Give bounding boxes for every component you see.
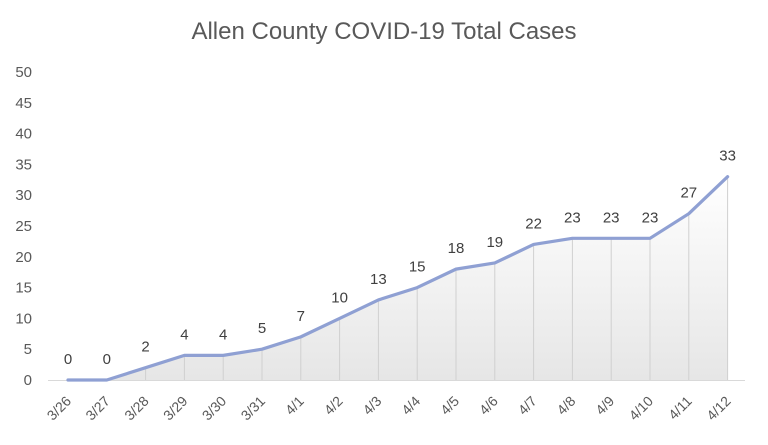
x-tick-label-3-30: 3/30 [199, 393, 230, 424]
x-tick-label-3-27: 3/27 [82, 393, 113, 424]
x-tick-label-4-4: 4/4 [398, 393, 423, 418]
data-label-4-7: 22 [525, 215, 542, 232]
x-tick-label-4-1: 4/1 [282, 393, 307, 418]
y-tick-label-25: 25 [15, 218, 32, 235]
x-tick-label-3-28: 3/28 [121, 393, 152, 424]
x-tick-label-4-5: 4/5 [437, 393, 462, 418]
x-tick-label-4-11: 4/11 [665, 393, 695, 423]
data-label-4-4: 15 [409, 259, 426, 276]
data-label-3-26: 0 [64, 351, 72, 368]
data-label-4-8: 23 [564, 209, 581, 226]
y-tick-label-10: 10 [15, 310, 32, 327]
data-label-3-28: 2 [141, 339, 149, 356]
data-label-4-9: 23 [603, 209, 620, 226]
y-tick-label-40: 40 [15, 126, 32, 143]
x-tick-label-3-26: 3/26 [44, 393, 75, 424]
data-label-4-2: 10 [331, 289, 348, 306]
y-tick-label-20: 20 [15, 249, 32, 266]
data-label-3-30: 4 [219, 326, 227, 343]
y-tick-label-50: 50 [15, 64, 32, 81]
data-label-4-6: 19 [486, 234, 503, 251]
x-tick-label-4-6: 4/6 [476, 393, 501, 418]
y-tick-label-30: 30 [15, 187, 32, 204]
series-line [66, 175, 730, 382]
x-tick-label-4-7: 4/7 [515, 393, 540, 418]
x-tick-label-4-2: 4/2 [321, 393, 346, 418]
data-label-4-12: 33 [719, 148, 736, 165]
x-tick-label-3-29: 3/29 [160, 393, 191, 424]
data-label-3-27: 0 [103, 351, 111, 368]
x-tick-label-4-3: 4/3 [359, 393, 384, 418]
x-tick-label-4-10: 4/10 [626, 393, 657, 424]
x-tick-label-4-8: 4/8 [553, 393, 578, 418]
data-label-4-1: 7 [297, 308, 305, 325]
data-label-4-11: 27 [680, 185, 697, 202]
area-fill [68, 176, 728, 380]
y-tick-label-0: 0 [24, 372, 32, 389]
y-tick-label-5: 5 [24, 341, 32, 358]
data-label-4-5: 18 [448, 240, 465, 257]
y-tick-label-15: 15 [15, 280, 32, 297]
data-label-4-3: 13 [370, 271, 387, 288]
x-tick-label-4-9: 4/9 [592, 393, 617, 418]
data-label-4-10: 23 [642, 209, 659, 226]
y-tick-label-45: 45 [15, 95, 32, 112]
data-label-3-29: 4 [180, 326, 188, 343]
chart-title: Allen County COVID-19 Total Cases [191, 18, 577, 45]
x-tick-label-4-12: 4/12 [703, 393, 734, 424]
x-tick-label-3-31: 3/31 [238, 393, 269, 424]
y-tick-label-35: 35 [15, 156, 32, 173]
data-label-3-31: 5 [258, 320, 266, 337]
